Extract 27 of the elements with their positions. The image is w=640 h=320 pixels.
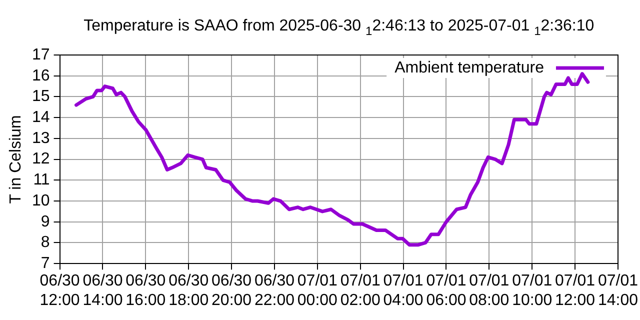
y-tick-label: 11 xyxy=(33,172,50,189)
y-tick-label: 14 xyxy=(32,108,50,126)
x-tick-label: 06/30 18:00 xyxy=(168,272,209,309)
x-tick-label: 07/01 12:00 xyxy=(555,272,596,309)
x-tick-label: 06/30 14:00 xyxy=(82,272,123,309)
y-axis-title: T in Celsium xyxy=(7,115,24,204)
x-tick-label: 07/01 14:00 xyxy=(598,272,638,309)
y-tick-label: 16 xyxy=(32,67,50,84)
x-tick-label: 06/30 16:00 xyxy=(126,272,166,309)
x-tick-label: 06/30 20:00 xyxy=(212,272,252,309)
x-tick-label: 07/01 08:00 xyxy=(469,272,510,309)
y-tick-label: 12 xyxy=(32,150,50,168)
x-tick-label: 07/01 10:00 xyxy=(512,272,552,309)
legend-label: Ambient temperature xyxy=(394,59,544,76)
y-tick-label: 15 xyxy=(32,88,50,106)
x-tick-label: 06/30 22:00 xyxy=(254,272,295,309)
x-tick-label: 07/01 04:00 xyxy=(383,272,424,309)
x-tick-label: 07/01 00:00 xyxy=(297,272,338,309)
y-tick-label: 8 xyxy=(40,234,50,252)
y-tick-label: 17 xyxy=(32,46,50,64)
x-tick-label: 06/30 12:00 xyxy=(40,272,80,309)
y-tick-label: 10 xyxy=(32,192,50,210)
x-tick-label: 07/01 02:00 xyxy=(340,272,380,309)
y-tick-label: 13 xyxy=(32,130,50,147)
y-tick-label: 9 xyxy=(40,213,50,230)
y-tick-label: 7 xyxy=(40,255,50,272)
x-tick-label: 07/01 06:00 xyxy=(426,272,466,309)
